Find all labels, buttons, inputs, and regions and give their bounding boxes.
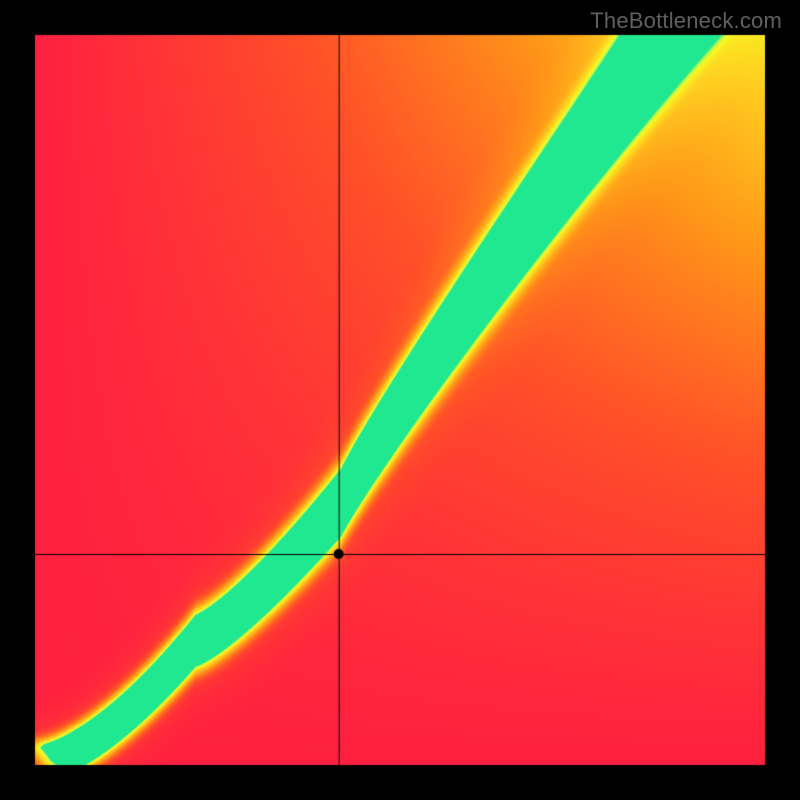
chart-container: TheBottleneck.com [0,0,800,800]
watermark-text: TheBottleneck.com [590,8,782,34]
heatmap-canvas [0,0,800,800]
